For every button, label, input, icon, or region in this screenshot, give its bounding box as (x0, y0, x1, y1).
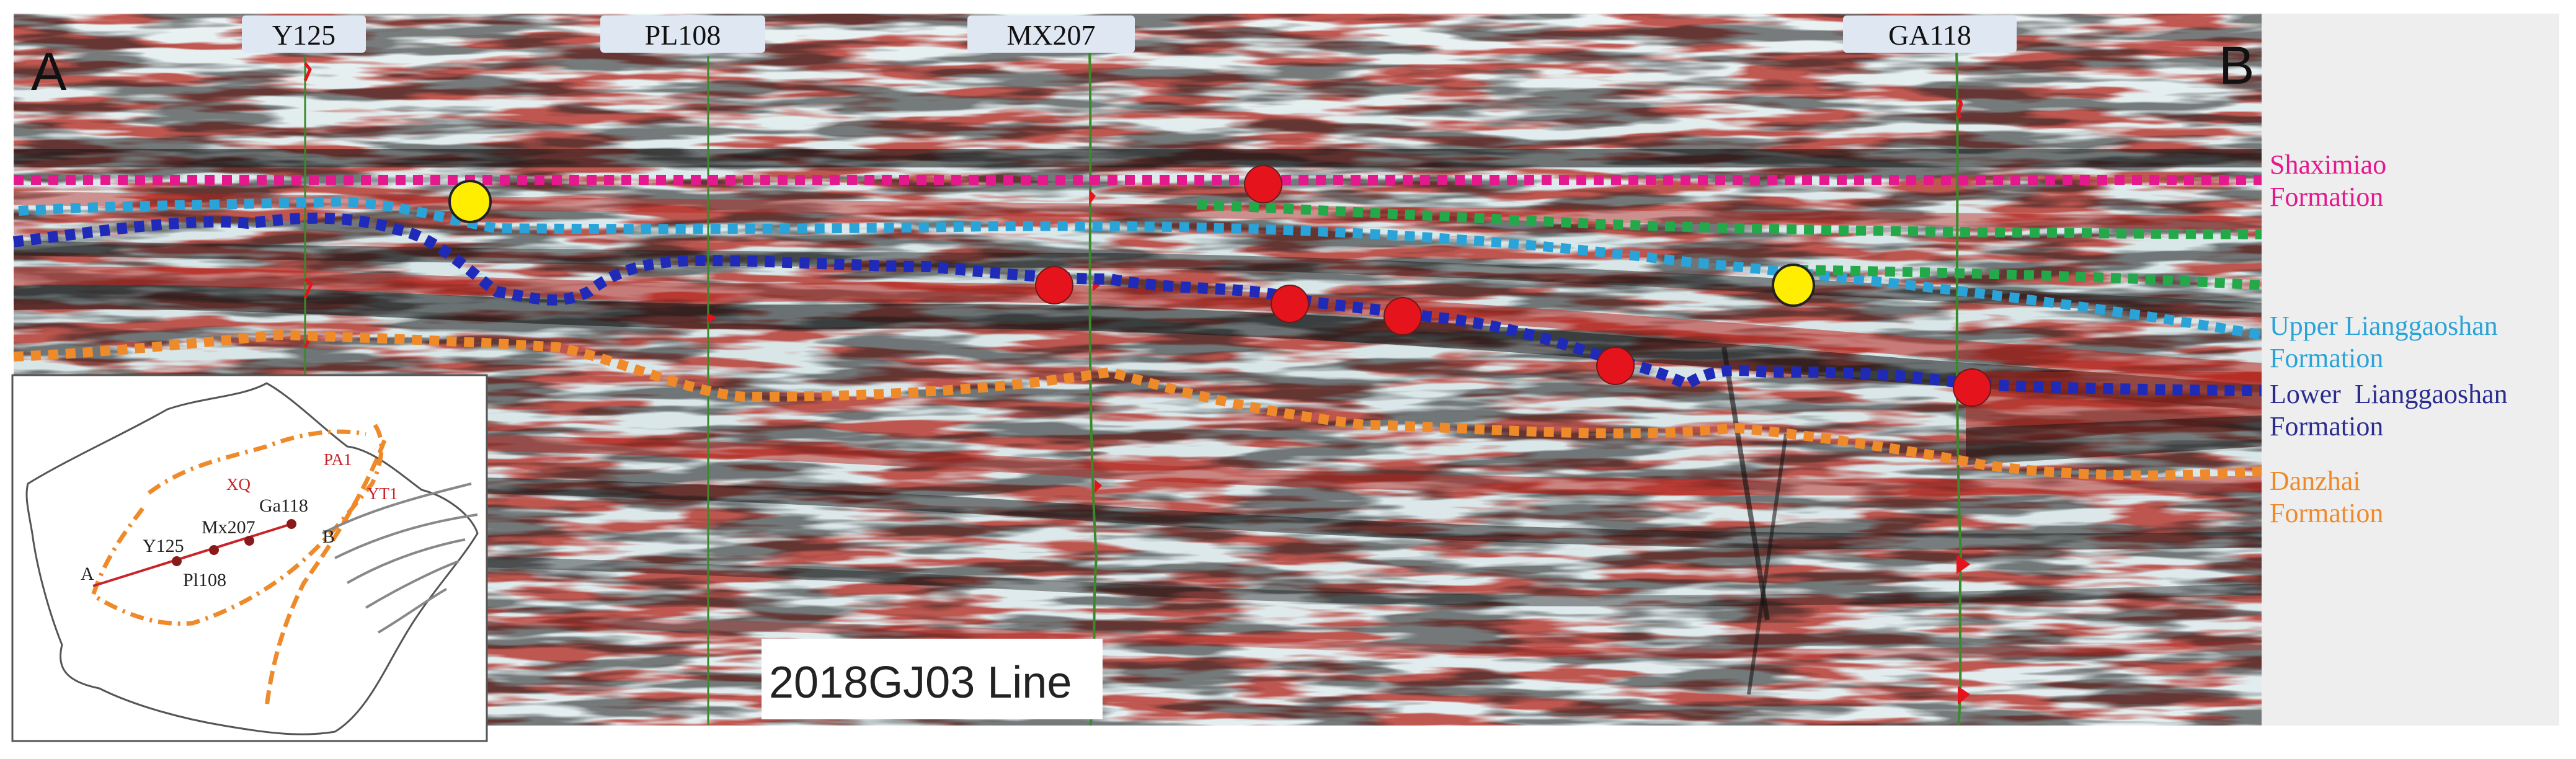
svg-text:PL108: PL108 (645, 19, 721, 51)
formation-label-lower-lianggaoshan: Lower Lianggaoshan (2270, 379, 2508, 409)
svg-text:2018GJ03 Line: 2018GJ03 Line (769, 658, 1072, 708)
formation-label-danzhai-2: Formation (2270, 498, 2383, 528)
red-marker (1035, 266, 1073, 304)
formation-label-lower-lianggaoshan-2: Formation (2270, 411, 2383, 442)
well-tag-mx207: MX207 (967, 16, 1135, 53)
formation-label-upper-lianggaoshan-2: Formation (2270, 343, 2383, 373)
horizon-lower-lianggaoshan (12, 212, 2262, 396)
horizon-green (1196, 200, 2262, 239)
side-panel (2262, 14, 2559, 726)
svg-text:YT1: YT1 (367, 484, 398, 503)
formation-label-shaximiao-2: Formation (2270, 182, 2383, 212)
well-tag-ga118: GA118 (1843, 16, 2017, 53)
horizon-green-lower (1798, 265, 2262, 290)
red-marker (1596, 347, 1635, 385)
svg-text:GA118: GA118 (1888, 19, 1971, 51)
svg-text:XQ: XQ (226, 475, 251, 494)
formation-legend: Shaximiao Formation Upper Lianggaoshan F… (2270, 149, 2508, 528)
svg-text:Y125: Y125 (143, 536, 184, 556)
formation-label-upper-lianggaoshan: Upper Lianggaoshan (2270, 311, 2498, 341)
red-marker (1953, 368, 1991, 407)
red-marker (1271, 285, 1309, 323)
yellow-markers (448, 180, 1815, 307)
formation-label-shaximiao: Shaximiao (2270, 149, 2386, 180)
svg-text:Ga118: Ga118 (259, 495, 308, 516)
svg-text:B: B (322, 526, 335, 547)
horizon-danzhai (13, 329, 2262, 481)
svg-text:Mx207: Mx207 (202, 517, 255, 538)
svg-text:A: A (81, 564, 94, 584)
svg-text:Y125: Y125 (272, 19, 335, 51)
svg-text:Pl108: Pl108 (183, 570, 226, 590)
red-marker (1244, 165, 1282, 203)
inset-map: A B Y125 Pl108 Mx207 Ga118 XQ PA1 YT1 (11, 374, 488, 742)
formation-label-danzhai: Danzhai (2270, 466, 2361, 496)
svg-text:MX207: MX207 (1006, 19, 1095, 51)
well-tag-pl108: PL108 (600, 16, 765, 53)
line-caption: 2018GJ03 Line (762, 639, 1103, 719)
yellow-marker (1772, 264, 1815, 307)
yellow-marker (448, 180, 492, 223)
red-markers (1035, 165, 1991, 407)
corner-label-b: B (2219, 36, 2254, 95)
svg-text:PA1: PA1 (324, 450, 352, 469)
corner-label-a: A (31, 42, 67, 102)
red-marker (1383, 297, 1422, 335)
well-tag-y125: Y125 (242, 16, 366, 53)
horizon-upper-lianggaoshan (18, 196, 2263, 340)
